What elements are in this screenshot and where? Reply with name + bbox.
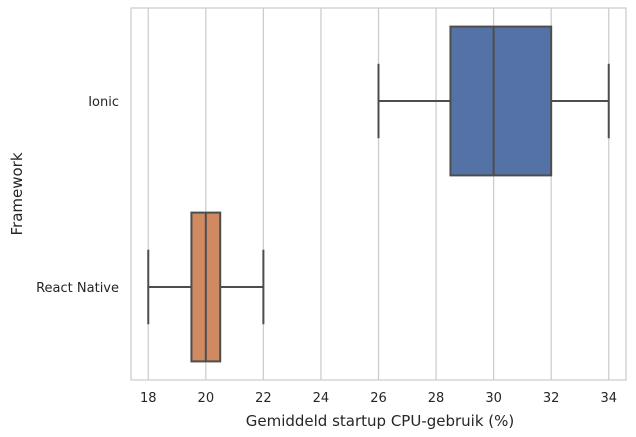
x-tick-label-28: 28 [428, 391, 445, 406]
x-tick-label-30: 30 [485, 391, 502, 406]
x-tick-labels: 18 20 22 24 26 28 30 32 34 [140, 391, 617, 406]
box-series [147, 25, 610, 363]
y-tick-label-0: Ionic [88, 95, 119, 110]
plot-frame [130, 7, 627, 381]
x-tick-label-24: 24 [313, 391, 330, 406]
x-tick-label-34: 34 [600, 391, 617, 406]
x-axis-label: Gemiddeld startup CPU-gebruik (%) [246, 412, 515, 430]
box-0 [377, 25, 610, 177]
y-axis-label: Framework [8, 152, 26, 235]
x-tick-label-20: 20 [198, 391, 215, 406]
x-tick-label-26: 26 [370, 391, 387, 406]
box-body [449, 25, 553, 177]
box-1 [147, 211, 265, 363]
y-tick-labels: Ionic React Native [36, 95, 119, 296]
x-tick-label-18: 18 [140, 391, 157, 406]
x-tick-label-22: 22 [255, 391, 272, 406]
y-tick-label-1: React Native [36, 281, 119, 296]
x-tick-label-32: 32 [543, 391, 560, 406]
